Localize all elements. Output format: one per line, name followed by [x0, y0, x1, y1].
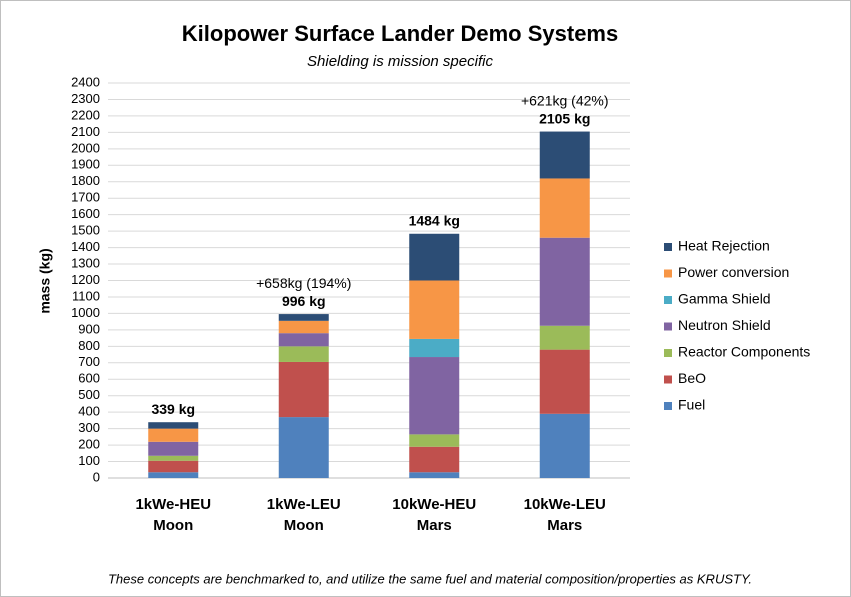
- annotation: +621kg (42%): [521, 92, 609, 108]
- bar-segment: [539, 178, 590, 238]
- legend-swatch: [664, 402, 672, 410]
- y-tick-label: 0: [93, 469, 100, 484]
- y-tick-label: 300: [78, 420, 100, 435]
- y-tick-label: 1200: [71, 272, 100, 287]
- bar-segment: [409, 446, 460, 473]
- y-tick-label: 2100: [71, 124, 100, 139]
- footnote: These concepts are benchmarked to, and u…: [108, 571, 752, 586]
- x-tick-label: 10kWe-LEU: [524, 496, 606, 513]
- y-tick-label: 1500: [71, 223, 100, 238]
- x-tick-label: 1kWe-HEU: [135, 496, 211, 513]
- chart-subtitle: Shielding is mission specific: [307, 53, 493, 70]
- x-tick-label: Mars: [417, 517, 452, 534]
- y-tick-label: 800: [78, 338, 100, 353]
- y-tick-label: 700: [78, 354, 100, 369]
- legend-swatch: [664, 296, 672, 304]
- annotation: +658kg (194%): [256, 275, 351, 291]
- y-tick-label: 100: [78, 453, 100, 468]
- bar-segment: [539, 131, 590, 179]
- bar-segment: [539, 413, 590, 478]
- x-tick-label: Mars: [547, 517, 582, 534]
- bar-segment: [278, 320, 329, 334]
- legend-label: Neutron Shield: [678, 317, 771, 333]
- bar-segment: [148, 455, 199, 461]
- bar-segment: [148, 441, 199, 456]
- y-tick-label: 2300: [71, 91, 100, 106]
- total-label: 2105 kg: [539, 110, 590, 126]
- y-tick-label: 900: [78, 321, 100, 336]
- bar-segment: [148, 460, 199, 473]
- y-tick-label: 500: [78, 387, 100, 402]
- legend-swatch: [664, 322, 672, 331]
- legend-swatch: [664, 349, 672, 357]
- bar-segment: [539, 349, 590, 414]
- y-tick-label: 600: [78, 371, 100, 386]
- bar-segment: [278, 346, 329, 362]
- y-tick-label: 1400: [71, 239, 100, 254]
- y-axis-label: mass (kg): [37, 248, 53, 313]
- y-tick-label: 1800: [71, 173, 100, 188]
- bar-segment: [278, 417, 329, 478]
- bar-segment: [409, 472, 460, 478]
- bar-segment: [278, 333, 329, 347]
- legend-label: BeO: [678, 370, 706, 386]
- legend-swatch: [664, 269, 672, 278]
- y-tick-label: 2200: [71, 107, 100, 122]
- x-tick-label: Moon: [284, 517, 324, 534]
- x-tick-label: Moon: [153, 517, 193, 534]
- total-label: 996 kg: [282, 293, 326, 309]
- legend-swatch: [664, 375, 672, 384]
- y-tick-label: 1900: [71, 157, 100, 172]
- legend-label: Fuel: [678, 397, 705, 413]
- bar-segment: [148, 428, 199, 442]
- chart-title: Kilopower Surface Lander Demo Systems: [182, 21, 618, 46]
- y-tick-label: 2000: [71, 140, 100, 155]
- bar-segment: [148, 422, 199, 429]
- y-tick-label: 2400: [71, 74, 100, 89]
- x-tick-label: 1kWe-LEU: [267, 496, 341, 513]
- bar-segment: [409, 280, 460, 339]
- y-tick-label: 1100: [72, 288, 100, 303]
- total-label: 339 kg: [151, 401, 195, 417]
- legend-label: Heat Rejection: [678, 238, 770, 254]
- y-tick-label: 1300: [71, 255, 100, 270]
- legend-swatch: [664, 243, 672, 251]
- y-tick-label: 200: [78, 437, 100, 452]
- bar-segment: [278, 361, 329, 418]
- legend-label: Power conversion: [678, 264, 789, 280]
- total-label: 1484 kg: [409, 212, 460, 228]
- y-tick-label: 1700: [71, 190, 100, 205]
- x-tick-label: 10kWe-HEU: [392, 496, 476, 513]
- y-tick-label: 1600: [71, 206, 100, 221]
- bar-segment: [278, 314, 329, 321]
- bar-segment: [148, 472, 199, 478]
- legend-label: Gamma Shield: [678, 291, 771, 307]
- bar-segment: [409, 338, 460, 358]
- bar-segment: [539, 237, 590, 326]
- bar-segment: [409, 233, 460, 281]
- y-tick-label: 1000: [71, 305, 100, 320]
- bar-segment: [409, 357, 460, 435]
- y-tick-label: 400: [78, 404, 100, 419]
- bar-segment: [409, 434, 460, 447]
- legend-label: Reactor Components: [678, 344, 810, 360]
- bar-segment: [539, 325, 590, 350]
